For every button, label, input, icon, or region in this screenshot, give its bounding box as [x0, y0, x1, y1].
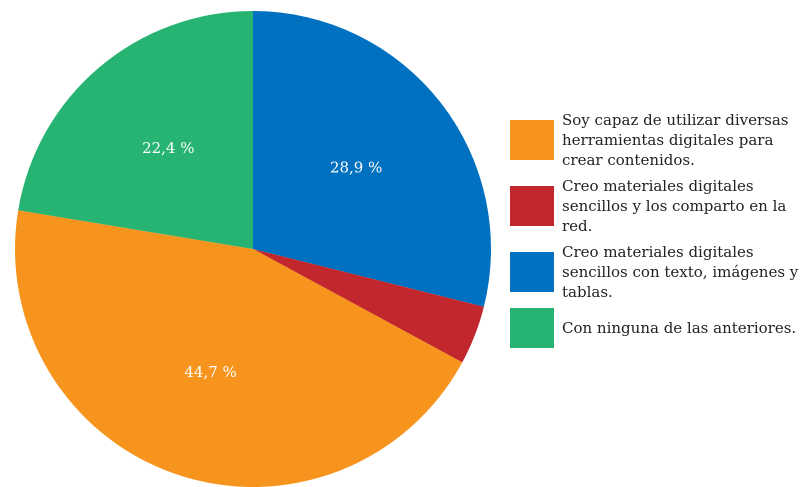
- slice-data-label: 22,4 %: [142, 139, 194, 157]
- legend-label: Soy capaz de utilizar diversas herramien…: [562, 111, 789, 169]
- legend: Soy capaz de utilizar diversas herramien…: [510, 110, 806, 354]
- legend-label: Creo materiales digitales sencillos con …: [562, 243, 799, 301]
- slice-data-label: 44,7 %: [184, 363, 236, 381]
- legend-swatch: [510, 186, 554, 226]
- pie-slice: [15, 210, 463, 487]
- legend-label: Creo materiales digitales sencillos y lo…: [562, 177, 787, 235]
- legend-item: Creo materiales digitales sencillos y lo…: [510, 176, 806, 236]
- legend-item: Soy capaz de utilizar diversas herramien…: [510, 110, 806, 170]
- legend-swatch: [510, 120, 554, 160]
- legend-swatch: [510, 308, 554, 348]
- legend-item: Con ninguna de las anteriores.: [510, 308, 806, 348]
- legend-item: Creo materiales digitales sencillos con …: [510, 242, 806, 302]
- pie-slice: [253, 249, 484, 363]
- legend-label: Con ninguna de las anteriores.: [562, 319, 797, 337]
- pie-chart: 28,9 % 44,7 % 22,4 %: [15, 11, 492, 487]
- pie-slice: [253, 11, 492, 307]
- legend-swatch: [510, 252, 554, 292]
- slice-data-label: 28,9 %: [330, 158, 382, 176]
- pie-slice: [18, 11, 253, 249]
